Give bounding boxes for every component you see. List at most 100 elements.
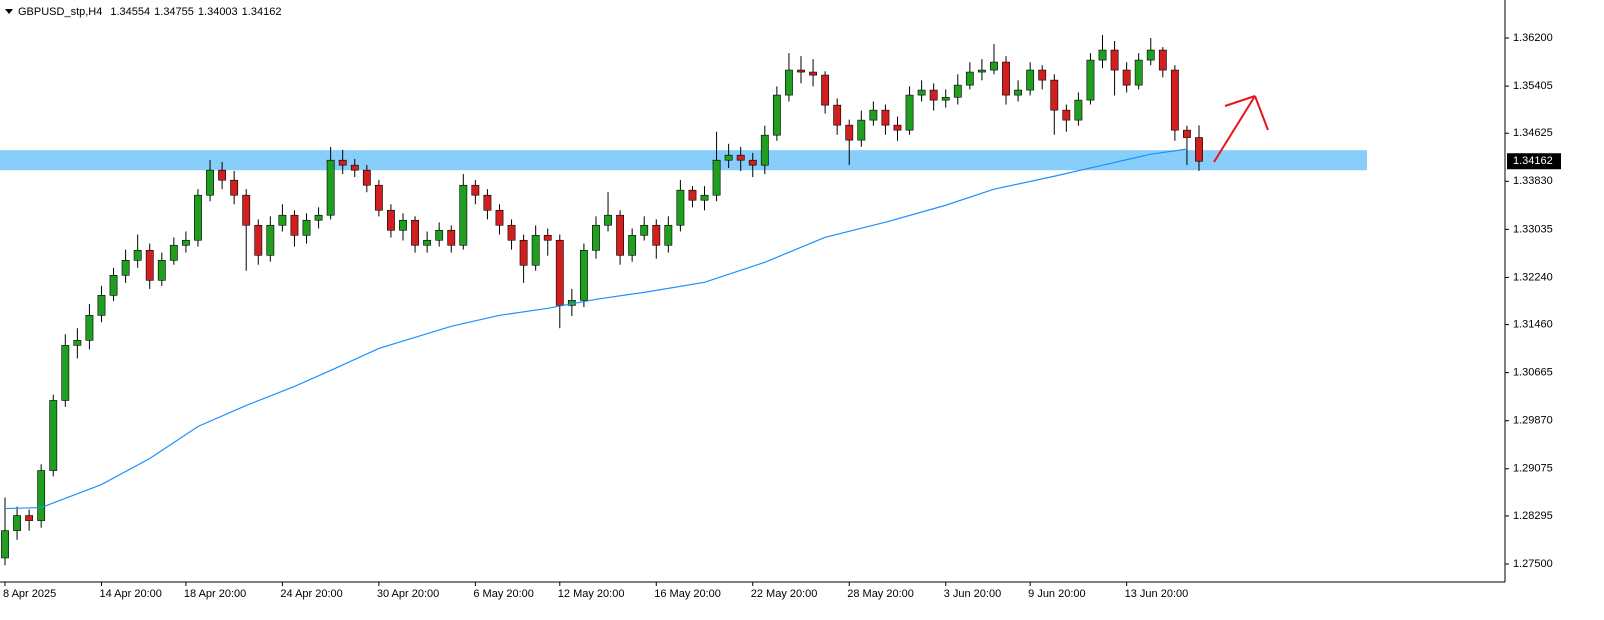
price-label: 1.34162	[1513, 155, 1553, 167]
y-tick-label: 1.31460	[1513, 318, 1553, 330]
candle-body	[1110, 49, 1119, 71]
candle-body	[736, 154, 745, 161]
candle-body	[121, 260, 130, 276]
candle-body	[302, 219, 311, 236]
y-tick-label: 1.36200	[1513, 32, 1553, 44]
candle-body	[459, 184, 468, 246]
candle-body	[206, 169, 214, 196]
candle-body	[374, 184, 383, 211]
arrow-shaft	[1213, 95, 1256, 163]
candle-body	[157, 260, 166, 281]
candle-body	[133, 249, 142, 261]
candle-body	[785, 69, 793, 96]
moving-average	[4, 148, 1188, 510]
candle-body	[990, 61, 998, 71]
ohlc-open: 1.34554	[110, 6, 150, 18]
candle-body	[519, 239, 528, 266]
y-tick-label: 1.35405	[1513, 80, 1553, 92]
candle-body	[1, 530, 9, 559]
candle-body	[1183, 129, 1191, 138]
candle-body	[821, 74, 830, 106]
candle-body	[423, 239, 432, 246]
candle-body	[218, 169, 227, 181]
ohlc-high: 1.34755	[154, 6, 194, 18]
candle-body	[1014, 89, 1023, 96]
candle-body	[748, 159, 757, 166]
candle-body	[772, 94, 781, 136]
candle-body	[290, 214, 299, 236]
candle-body	[1002, 61, 1010, 96]
candle-body	[338, 159, 347, 166]
candle-body	[953, 84, 962, 98]
symbol: GBPUSD_stp,H4	[18, 6, 102, 18]
candle-body	[435, 229, 444, 241]
candle-body	[495, 209, 504, 226]
x-tick-label: 8 Apr 2025	[3, 588, 56, 600]
candle-body	[97, 295, 106, 316]
menu-triangle[interactable]	[5, 9, 13, 14]
x-tick-label: 16 May 20:00	[654, 588, 721, 600]
candle-body	[25, 515, 34, 521]
candle-body	[1158, 49, 1167, 71]
y-tick-label: 1.29075	[1513, 463, 1553, 475]
candle-body	[640, 224, 649, 236]
candle-body	[712, 159, 721, 196]
candle-body	[833, 104, 842, 126]
chart-title: GBPUSD_stp,H4 1.34554 1.34755 1.34003 1.3416…	[18, 6, 281, 18]
candle-body	[555, 239, 564, 306]
candle-body	[61, 345, 70, 401]
candle-body	[387, 209, 395, 231]
candle-body	[628, 234, 637, 256]
candle-body	[869, 109, 878, 121]
y-tick-label: 1.34625	[1513, 127, 1553, 139]
candle-body	[399, 219, 407, 231]
candle-body	[447, 229, 456, 246]
candle-body	[1098, 49, 1107, 61]
candle-body	[688, 189, 697, 201]
y-tick-label: 1.29870	[1513, 415, 1553, 427]
candle-body	[941, 96, 950, 101]
candle-body	[845, 124, 854, 141]
candle-body	[929, 89, 938, 101]
candle-body	[676, 189, 685, 226]
x-tick-label: 30 Apr 20:00	[377, 588, 439, 600]
y-tick-label: 1.30665	[1513, 367, 1553, 379]
candle-body	[1146, 49, 1155, 61]
candle-body	[857, 119, 866, 141]
x-tick-label: 6 May 20:00	[473, 588, 534, 600]
candle-body	[230, 179, 239, 196]
candle-body	[1134, 59, 1143, 86]
candle-body	[1170, 69, 1179, 131]
candle-body	[278, 214, 287, 226]
candles-layer	[1, 35, 1203, 566]
candle-body	[194, 194, 202, 241]
candle-body	[85, 315, 94, 341]
candle-body	[471, 184, 480, 196]
candle-body	[483, 194, 492, 211]
candle-body	[1122, 69, 1131, 86]
candle-body	[893, 124, 902, 131]
candle-body	[254, 224, 263, 256]
candle-body	[242, 194, 251, 226]
x-tick-label: 9 Jun 20:00	[1028, 588, 1086, 600]
candle-body	[1038, 69, 1047, 81]
x-tick-label: 13 Jun 20:00	[1125, 588, 1189, 600]
x-tick-label: 22 May 20:00	[751, 588, 818, 600]
ohlc-low: 1.34003	[198, 6, 238, 18]
candle-body	[411, 219, 419, 246]
candle-body	[350, 164, 359, 171]
x-tick-label: 18 Apr 20:00	[184, 588, 246, 600]
candle-body	[13, 515, 21, 531]
candle-body	[977, 69, 986, 73]
candle-body	[314, 214, 323, 221]
candle-body	[266, 224, 275, 256]
x-tick-label: 14 Apr 20:00	[99, 588, 161, 600]
candle-body	[1026, 69, 1035, 91]
candle-body	[579, 249, 588, 301]
candle-body	[965, 71, 974, 86]
candle-body	[109, 275, 118, 296]
red-arrow	[1213, 95, 1269, 163]
candle-body	[73, 340, 82, 346]
price-label-box	[1507, 153, 1561, 170]
